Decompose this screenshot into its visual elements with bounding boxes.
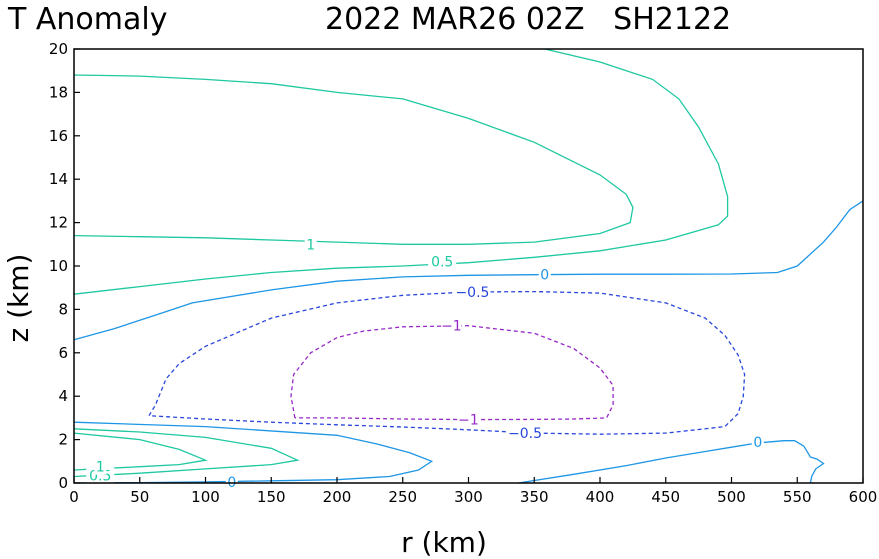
y-tick-label: 12 (49, 214, 68, 232)
x-tick-label: 350 (520, 488, 549, 506)
y-tick-label: 4 (58, 387, 68, 405)
contour-line-8 (518, 440, 825, 484)
x-tick-label: 500 (717, 488, 746, 506)
contour-label-bg (458, 411, 479, 428)
contour-label: −1 (441, 319, 462, 335)
y-tick-label: 2 (58, 431, 68, 449)
contour-label-bg (225, 473, 238, 490)
contour-line-7 (73, 432, 208, 471)
contour-line-0 (73, 74, 634, 245)
contour-lines (73, 48, 864, 484)
x-tick-label: 0 (69, 488, 79, 506)
x-tick-label: 100 (191, 488, 220, 506)
x-tick-label: 200 (323, 488, 352, 506)
contour-label-bg (304, 236, 317, 253)
y-tick-label: 10 (49, 257, 68, 275)
x-tick-label: 600 (849, 488, 878, 506)
y-tick-label: 8 (58, 300, 68, 318)
x-tick-label: 550 (783, 488, 812, 506)
x-axis-ticks: 0 50 100 150 200 250 300 350 400 450 500 550 600 (69, 477, 877, 506)
contour-label-bg (441, 317, 462, 334)
contour-label-bg (86, 467, 115, 484)
x-tick-label: 50 (130, 488, 149, 506)
contour-line-2 (73, 200, 864, 341)
x-tick-label: 450 (651, 488, 680, 506)
x-tick-label: 150 (257, 488, 286, 506)
contour-label-bg (751, 433, 764, 450)
chart-title-left: T Anomaly (7, 2, 167, 37)
contour-label: 0 (753, 435, 762, 451)
contour-label-bg (454, 284, 491, 301)
contour-label-bg (538, 266, 551, 283)
contour-line-4 (290, 325, 614, 421)
contour-label: −1 (458, 413, 479, 429)
x-tick-label: 300 (454, 488, 483, 506)
y-tick-label: 20 (49, 40, 68, 58)
y-tick-label: 14 (49, 170, 68, 188)
contour-line-6 (73, 428, 300, 478)
x-tick-label: 400 (586, 488, 615, 506)
contour-label-bg (507, 425, 544, 442)
x-axis-label: r (km) (401, 526, 487, 559)
contour-label: −0.5 (455, 285, 489, 301)
y-tick-label: 6 (58, 344, 68, 362)
contour-label-bg (428, 253, 457, 270)
x-tick-label: 250 (388, 488, 417, 506)
contour-label: 0 (540, 268, 549, 284)
chart-title-right: 2022 MAR26 02Z SH2122 (325, 2, 731, 37)
contour-label-bg (94, 458, 107, 475)
contour-label: 0.5 (431, 255, 453, 271)
contour-label: −0.5 (508, 426, 542, 442)
y-tick-label: 16 (49, 127, 68, 145)
contour-label: 1 (306, 237, 315, 253)
y-tick-label: 18 (49, 83, 68, 101)
y-axis-ticks: 0 2 4 6 8 10 12 14 16 18 20 (49, 40, 80, 492)
y-axis-label: z (km) (2, 254, 35, 343)
contour-line-1 (73, 48, 729, 295)
y-tick-label: 0 (58, 474, 68, 492)
contour-line-3 (148, 290, 746, 435)
contour-label: 1 (96, 460, 105, 476)
